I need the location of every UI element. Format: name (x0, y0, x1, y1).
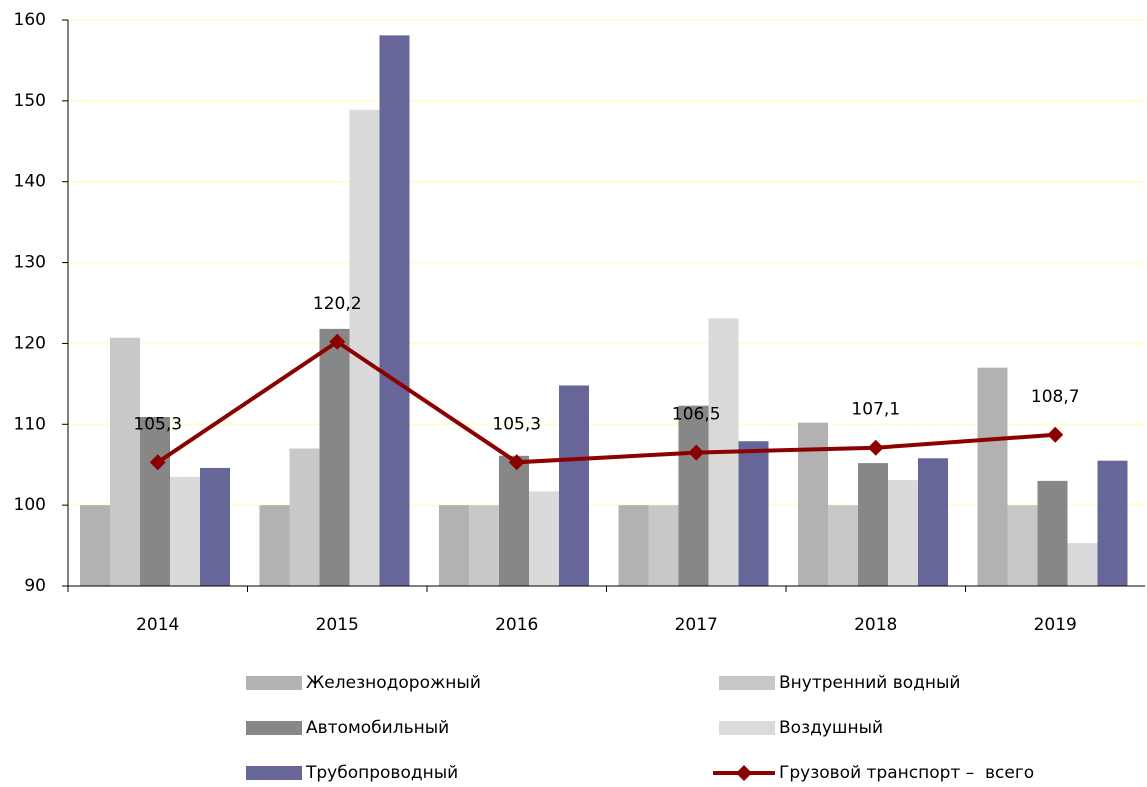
y-tick-label: 110 (14, 414, 46, 434)
y-tick-label: 100 (14, 495, 46, 515)
bar (289, 448, 320, 586)
legend-marker (736, 765, 752, 781)
x-tick-label: 2017 (675, 615, 718, 635)
legend-swatch (719, 676, 775, 690)
bar (200, 467, 230, 586)
legend-swatch (246, 721, 302, 735)
y-tick-label: 120 (14, 333, 46, 353)
bar (678, 405, 709, 586)
bar (80, 505, 110, 586)
bar (259, 505, 290, 586)
legend-swatch (246, 766, 302, 780)
y-tick-label: 130 (14, 253, 46, 273)
line-marker (329, 333, 346, 350)
x-tick-label: 2015 (316, 615, 359, 635)
bar (499, 455, 529, 586)
bar (648, 505, 679, 586)
bar (559, 385, 589, 586)
bar (858, 463, 888, 586)
bar (319, 328, 350, 586)
bar (379, 35, 410, 587)
y-tick-label: 90 (24, 576, 46, 596)
legend-label: Внутренний водный (779, 673, 960, 693)
bar (529, 491, 559, 586)
bar (469, 505, 499, 586)
bar (738, 441, 769, 586)
data-label: 120,2 (313, 294, 362, 314)
bar (828, 505, 858, 586)
y-tick-label: 140 (14, 172, 46, 192)
bar (1097, 460, 1128, 586)
data-label: 105,3 (492, 414, 541, 434)
legend-label: Грузовой транспорт – всего (779, 763, 1034, 783)
legend-swatch (719, 721, 775, 735)
line-marker (508, 454, 525, 471)
bar (140, 417, 170, 586)
legend-label: Трубопроводный (305, 763, 458, 783)
legend-label: Железнодорожный (306, 673, 481, 693)
legend-swatch (246, 676, 302, 690)
y-tick-label: 160 (14, 10, 46, 30)
x-tick-label: 2018 (854, 615, 897, 635)
bar (888, 480, 918, 586)
bar (1007, 505, 1038, 586)
bar (1037, 480, 1068, 586)
x-tick-label: 2016 (495, 615, 538, 635)
bar (439, 505, 469, 586)
bar (618, 505, 649, 586)
bar (110, 337, 140, 586)
line-marker (1047, 426, 1064, 443)
line-marker (149, 454, 166, 471)
data-label: 105,3 (133, 414, 182, 434)
bar (918, 458, 948, 586)
bar (1067, 543, 1098, 586)
data-label: 108,7 (1031, 387, 1080, 407)
data-label: 106,5 (672, 405, 721, 425)
bar (170, 476, 200, 586)
line-marker (867, 439, 884, 456)
y-tick-label: 150 (14, 91, 46, 111)
data-label: 107,1 (851, 400, 900, 420)
bar (349, 109, 380, 586)
total-line (156, 339, 1056, 465)
line-marker (688, 444, 705, 461)
legend-label: Автомобильный (306, 718, 449, 738)
x-tick-label: 2019 (1034, 615, 1077, 635)
x-tick-label: 2014 (136, 615, 179, 635)
legend-label: Воздушный (779, 718, 883, 738)
bar (977, 367, 1008, 586)
